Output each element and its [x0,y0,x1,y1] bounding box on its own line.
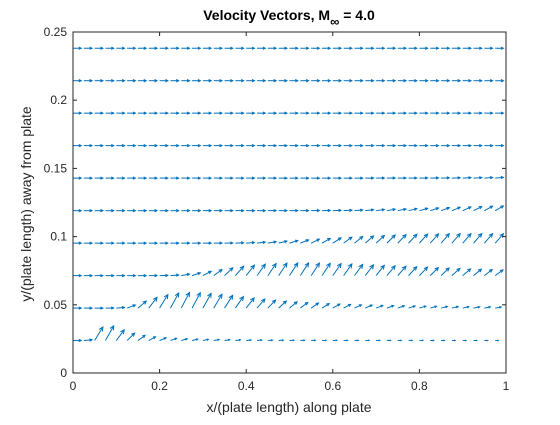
vector-arrowhead [400,340,401,341]
vector-arrowhead [303,340,304,341]
x-tick-label: 0.6 [324,379,341,393]
vector-arrowhead [357,340,358,341]
y-tick-label: 0.15 [44,161,68,175]
vector-arrowhead [336,340,337,341]
vector-arrowhead [293,340,294,341]
x-tick-label: 0 [70,379,77,393]
vector-arrowhead [476,340,477,341]
velocity-vector [430,340,433,341]
velocity-vector [484,340,487,341]
x-axis-label: x/(plate length) along plate [207,399,372,415]
vector-arrowhead [497,340,498,341]
y-tick-label: 0.25 [44,25,68,39]
y-tick-label: 0.05 [44,298,68,312]
vector-arrowhead [433,340,434,341]
velocity-vector [463,340,466,341]
velocity-vector [495,340,498,341]
y-tick-label: 0.1 [50,230,67,244]
velocity-vector [409,340,413,341]
velocity-vector [452,340,455,341]
vector-arrowhead [465,340,466,341]
vector-arrowhead [390,340,391,341]
x-tick-label: 0.8 [411,379,428,393]
vector-arrowhead [454,340,455,341]
chart-title-main: Velocity Vectors, M [203,7,330,23]
velocity-vector [365,340,369,341]
chart-title-subscript: ∞ [330,14,339,29]
velocity-vector [419,340,423,341]
vector-arrowhead [379,340,380,341]
x-tick-label: 1 [503,379,510,393]
vector-arrowhead [411,340,412,341]
y-axis-label: y/(plate length) away from plate [18,106,34,302]
vector-arrowhead [368,340,369,341]
x-tick-label: 0.2 [151,379,168,393]
vector-arrowhead [422,340,423,341]
vector-arrowhead [314,340,315,341]
velocity-vector [354,340,358,341]
velocity-vector [344,340,348,341]
velocity-vector [441,340,444,341]
plot-area [73,32,506,373]
vector-arrowhead [443,340,444,341]
chart-title-suffix: = 4.0 [339,7,375,23]
chart-title: Velocity Vectors, M∞ = 4.0 [203,7,375,29]
plot-background [73,32,506,373]
y-tick-label: 0.2 [50,93,67,107]
velocity-vector [474,340,477,341]
velocity-vector [376,340,380,341]
y-tick-label: 0 [60,366,67,380]
x-tick-label: 0.4 [238,379,255,393]
vector-arrowhead [487,340,488,341]
vector-arrowhead [325,340,326,341]
velocity-vector [387,340,391,341]
vector-arrowhead [346,340,347,341]
velocity-vector [398,340,402,341]
